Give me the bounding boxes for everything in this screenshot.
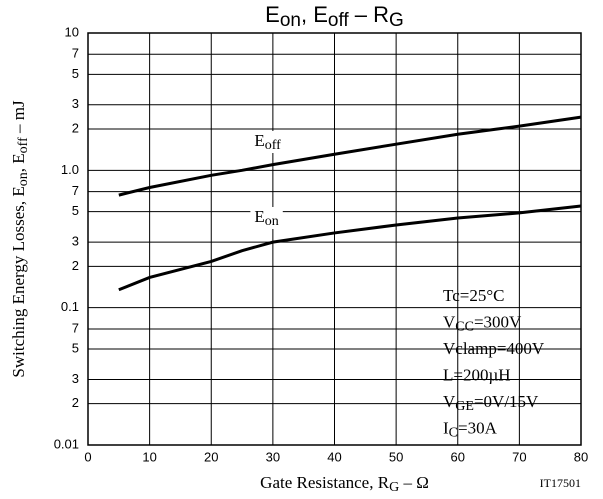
y-tick-label: 3: [72, 234, 79, 249]
x-tick-label: 50: [389, 449, 403, 464]
annotation: L=200µH: [443, 365, 511, 384]
text-part: – Ω: [399, 473, 429, 492]
annotation: VGE=0V/15V: [443, 392, 539, 414]
y-tick-label: 3: [72, 371, 79, 386]
text-part: Gate Resistance, R: [260, 473, 390, 492]
text-part: on: [280, 10, 301, 31]
annotation: VCC=300V: [443, 312, 522, 334]
text-part: V: [443, 392, 456, 411]
y-tick-label: 3: [72, 96, 79, 111]
text-part: G: [389, 480, 399, 495]
text-part: E: [265, 2, 280, 27]
y-tick-label: 10: [65, 24, 79, 39]
series-label: Eon: [254, 207, 278, 229]
x-tick-label: 70: [512, 449, 526, 464]
series-label: Eoff: [254, 131, 281, 153]
annotation: IC=30A: [443, 418, 498, 440]
x-tick-label: 60: [451, 449, 465, 464]
text-part: on: [16, 172, 31, 186]
text-part: Tc=25°C: [443, 286, 504, 305]
x-tick-label: 10: [142, 449, 156, 464]
x-tick-label: 30: [266, 449, 280, 464]
y-tick-label: 1.0: [61, 162, 79, 177]
annotation: Vclamp=400V: [443, 339, 545, 358]
y-tick-label: 0.01: [54, 436, 79, 451]
text-part: L=200µH: [443, 365, 511, 384]
y-tick-label: 2: [72, 395, 79, 410]
y-tick-label: 5: [72, 203, 79, 218]
text-part: off: [328, 10, 350, 31]
y-tick-label: 0.1: [61, 299, 79, 314]
x-tick-label: 0: [84, 449, 91, 464]
figure-id: IT17501: [540, 476, 581, 490]
text-part: , E: [301, 2, 328, 27]
text-part: off: [16, 137, 31, 153]
x-tick-label: 20: [204, 449, 218, 464]
y-tick-label: 7: [72, 183, 79, 198]
y-tick-label: 5: [72, 66, 79, 81]
x-axis-label: Gate Resistance, RG – Ω: [260, 473, 429, 495]
text-part: =0V/15V: [474, 392, 539, 411]
y-tick-label: 5: [72, 340, 79, 355]
text-part: GE: [455, 399, 474, 414]
text-part: – R: [349, 2, 389, 27]
plot-frame: [87, 32, 582, 446]
y-tick-label: 2: [72, 258, 79, 273]
annotation: Tc=25°C: [443, 286, 504, 305]
label-bg: [250, 131, 285, 153]
text-part: =30A: [458, 418, 498, 437]
text-part: V: [443, 312, 456, 331]
series-line: [118, 204, 582, 292]
x-tick-label: 80: [574, 449, 588, 464]
x-tick-label: 40: [327, 449, 341, 464]
y-tick-label: 7: [72, 46, 79, 61]
text-part: G: [389, 10, 404, 31]
text-part: I: [443, 418, 449, 437]
y-axis-label: Switching Energy Losses, Eon, Eoff – mJ: [9, 100, 31, 378]
text-part: Vclamp=400V: [443, 339, 545, 358]
text-part: Switching Energy Losses, E: [9, 186, 28, 377]
text-part: =300V: [474, 312, 522, 331]
text-part: – mJ: [9, 100, 28, 137]
series-line: [118, 115, 582, 197]
text-part: C: [449, 425, 458, 440]
y-tick-label: 2: [72, 120, 79, 135]
label-bg: [250, 207, 283, 229]
y-tick-label: 7: [72, 320, 79, 335]
chart-title: Eon, Eoff – RG: [265, 2, 404, 31]
text-part: CC: [455, 319, 474, 334]
text-part: , E: [9, 153, 28, 172]
